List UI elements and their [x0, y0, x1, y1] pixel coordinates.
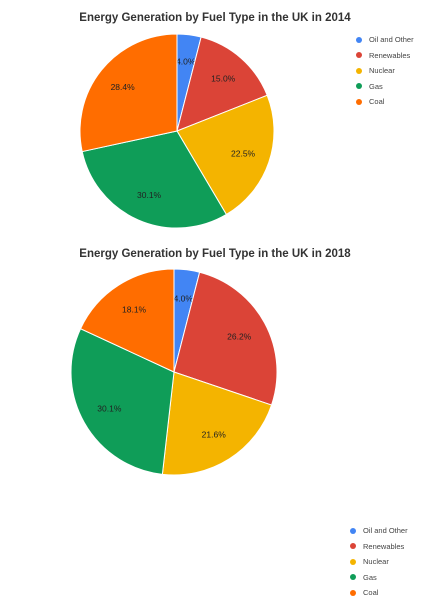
- legend-item: Nuclear: [356, 63, 414, 79]
- pie-2014: 4.0% 15.0% 22.5% 30.1% 28.4%: [79, 33, 275, 229]
- legend-item: Oil and Other: [356, 32, 414, 48]
- pie-chart-2018: Energy Generation by Fuel Type in the UK…: [0, 248, 421, 597]
- legend-swatch: [350, 574, 356, 581]
- legend-item: Coal: [350, 585, 408, 601]
- pie-slice-nuclear: [161, 371, 273, 476]
- legend-item: Gas: [356, 79, 414, 95]
- legend-swatch: [350, 558, 356, 565]
- legend-label: Gas: [363, 572, 377, 582]
- slice-value-label: 21.6%: [202, 430, 227, 440]
- slice-value-label: 26.2%: [227, 332, 252, 342]
- legend-swatch: [356, 36, 362, 43]
- legend-label: Renewables: [369, 50, 411, 60]
- pie-slice-gas: [70, 328, 175, 475]
- pie-slice-gas: [81, 130, 228, 229]
- legend-item: Renewables: [356, 48, 414, 64]
- pie-slice-coal: [79, 268, 175, 373]
- pie-chart-2014: Energy Generation by Fuel Type in the UK…: [0, 0, 421, 256]
- legend-swatch: [350, 543, 356, 550]
- legend-label: Oil and Other: [363, 526, 408, 536]
- slice-value-label: 30.1%: [137, 190, 162, 200]
- legend-label: Renewables: [363, 541, 405, 551]
- legend-swatch: [356, 98, 362, 105]
- legend-swatch: [356, 67, 362, 74]
- legend-label: Gas: [369, 81, 383, 91]
- legend-label: Nuclear: [363, 557, 389, 567]
- legend-label: Coal: [363, 588, 379, 598]
- legend-item: Gas: [350, 570, 408, 586]
- slice-value-label: 18.1%: [122, 305, 147, 315]
- pie-2018: 4.0% 26.2% 21.6% 30.1% 18.1%: [70, 268, 278, 476]
- slice-value-label: 30.1%: [97, 403, 122, 413]
- legend-swatch: [350, 527, 356, 534]
- chart-title: Energy Generation by Fuel Type in the UK…: [79, 12, 351, 24]
- slice-value-label: 4.0%: [174, 293, 194, 303]
- legend: Oil and Other Renewables Nuclear Gas Coal: [350, 523, 408, 601]
- chart-title: Energy Generation by Fuel Type in the UK…: [79, 248, 351, 260]
- slice-value-label: 22.5%: [231, 149, 256, 159]
- pie-slice-renewables: [173, 271, 278, 406]
- legend-item: Nuclear: [350, 554, 408, 570]
- pie-slice-renewables: [176, 36, 268, 132]
- legend-label: Oil and Other: [369, 35, 414, 45]
- pie-slice-coal: [79, 33, 178, 153]
- slice-value-label: 28.4%: [111, 82, 136, 92]
- legend-label: Coal: [369, 97, 385, 107]
- pie-slice-nuclear: [176, 94, 275, 216]
- legend-item: Renewables: [350, 539, 408, 555]
- legend: Oil and Other Renewables Nuclear Gas Coal: [356, 32, 414, 110]
- slice-value-label: 4.0%: [176, 57, 196, 67]
- legend-label: Nuclear: [369, 66, 395, 76]
- legend-item: Oil and Other: [350, 523, 408, 539]
- legend-swatch: [356, 52, 362, 59]
- slice-value-label: 15.0%: [211, 74, 236, 84]
- legend-swatch: [350, 589, 356, 596]
- legend-item: Coal: [356, 94, 414, 110]
- legend-swatch: [356, 83, 362, 90]
